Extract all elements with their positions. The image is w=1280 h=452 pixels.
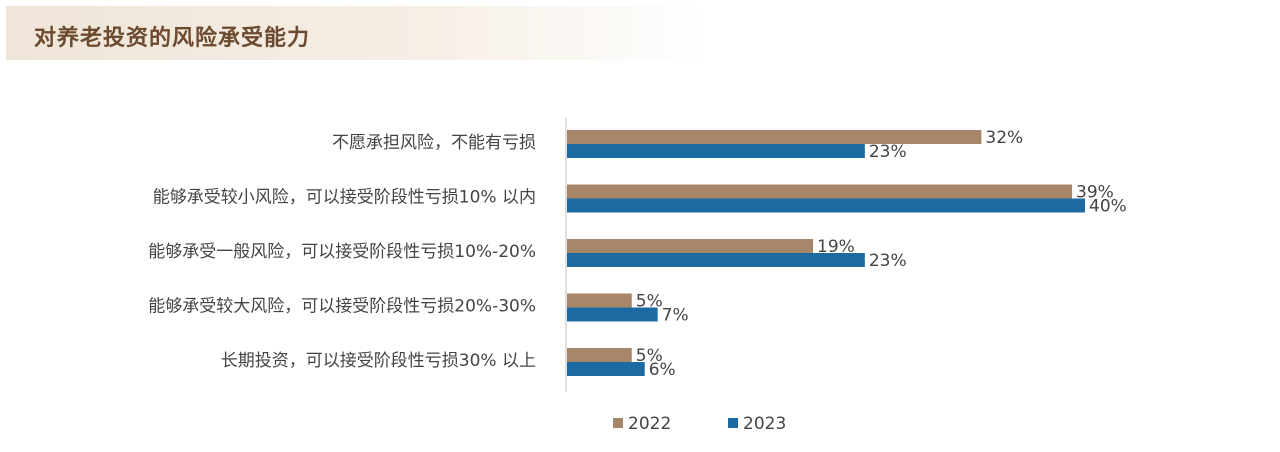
legend-swatch-2023 xyxy=(728,418,738,428)
title-band: 对养老投资的风险承受能力 xyxy=(6,6,706,60)
data-label: 6% xyxy=(649,360,676,380)
bar-2023 xyxy=(567,144,865,158)
legend-swatch-2022 xyxy=(613,418,623,428)
bar-2022 xyxy=(567,239,814,253)
data-label: 32% xyxy=(985,128,1023,148)
bar-2022 xyxy=(567,130,982,144)
data-label: 5% xyxy=(636,346,663,366)
legend-label-2023: 2023 xyxy=(743,414,786,434)
category-label: 能够承受较大风险，可以接受阶段性亏损20%-30% xyxy=(148,297,536,317)
category-label: 不愿承担风险，不能有亏损 xyxy=(332,133,536,153)
bar-2023 xyxy=(567,253,865,267)
data-label: 23% xyxy=(869,142,907,162)
page-title: 对养老投资的风险承受能力 xyxy=(34,25,311,51)
data-label: 19% xyxy=(817,237,855,257)
bar-2023 xyxy=(567,307,658,322)
bar-2023 xyxy=(567,362,645,376)
data-label: 39% xyxy=(1076,183,1114,203)
data-label: 40% xyxy=(1089,197,1127,217)
data-label: 7% xyxy=(662,306,689,326)
bar-2022 xyxy=(567,293,632,308)
bar-2022 xyxy=(567,348,632,362)
legend-label-2022: 2022 xyxy=(628,414,671,434)
bar-2022 xyxy=(567,184,1073,199)
data-label: 23% xyxy=(869,251,907,271)
category-label: 长期投资，可以接受阶段性亏损30% 以上 xyxy=(221,351,536,371)
category-label: 能够承受较小风险，可以接受阶段性亏损10% 以内 xyxy=(153,188,536,208)
data-label: 5% xyxy=(636,292,663,312)
category-label: 能够承受一般风险，可以接受阶段性亏损10%-20% xyxy=(148,242,536,262)
bar-2023 xyxy=(567,198,1085,213)
